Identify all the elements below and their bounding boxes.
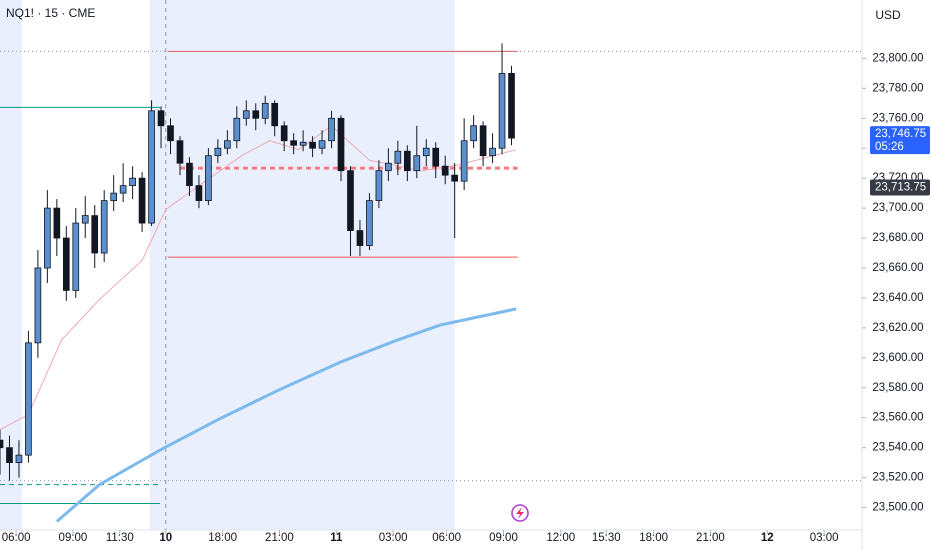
- x-tick-label: 12:00: [546, 532, 575, 544]
- candle-body: [261, 102, 269, 119]
- x-tick-label: 06:00: [2, 532, 31, 544]
- candle-body: [81, 215, 89, 224]
- marker-price-label: 23,713.75: [875, 182, 926, 194]
- candle-body: [233, 117, 241, 142]
- candle-body: [186, 162, 193, 187]
- candle-body: [167, 125, 174, 142]
- candle-body: [195, 185, 203, 202]
- x-tick-label: 11:30: [106, 532, 134, 544]
- candle-body: [148, 110, 155, 224]
- candle-body: [318, 140, 326, 149]
- candle-body: [224, 140, 231, 149]
- candle-body: [129, 177, 136, 187]
- x-tick-label: 09:00: [59, 532, 88, 544]
- candle-body: [271, 102, 279, 127]
- y-tick-label: 23,500.00: [872, 502, 923, 514]
- session-highlight: [0, 0, 22, 530]
- candle-body: [214, 147, 222, 157]
- candle-body: [394, 150, 402, 164]
- y-tick-label: 23,760.00: [872, 112, 923, 124]
- candle-body: [441, 165, 449, 176]
- y-tick-label: 23,700.00: [872, 202, 923, 214]
- candle-body: [34, 267, 42, 344]
- symbol-title: NQ1! · 15 · CME: [6, 6, 95, 20]
- candle-body: [403, 150, 411, 172]
- candle-body: [498, 72, 506, 149]
- last-price-box: [870, 126, 930, 155]
- candle-body: [280, 125, 288, 142]
- candle-body: [413, 155, 421, 172]
- candle-body: [479, 125, 487, 157]
- candle-body: [460, 140, 468, 182]
- session-highlight: [149, 0, 455, 530]
- y-tick-label: 23,520.00: [872, 472, 923, 484]
- candle-body: [157, 110, 165, 127]
- candle-body: [44, 207, 51, 269]
- last-price-label: 23,746.75: [875, 128, 926, 140]
- candle-body: [6, 447, 13, 464]
- candle-body: [119, 185, 127, 194]
- candle-body: [470, 125, 477, 142]
- candle-body: [205, 155, 212, 202]
- x-tick-label: 18:00: [208, 532, 237, 544]
- candle-body: [53, 207, 61, 239]
- x-tick-label: 18:00: [639, 532, 668, 544]
- x-tick-label: 21:00: [696, 532, 725, 544]
- candle-body: [451, 174, 459, 182]
- candle-body: [290, 140, 297, 146]
- candle-body: [100, 200, 108, 254]
- candle-body: [110, 192, 118, 202]
- candle-body: [299, 141, 307, 146]
- candle-body: [309, 141, 316, 149]
- x-tick-label: 03:00: [810, 532, 839, 544]
- candle-body: [508, 72, 515, 139]
- candle-body: [347, 170, 354, 231]
- moving-average: [55, 307, 517, 523]
- candle-body: [0, 439, 4, 449]
- x-tick-label: 10: [159, 532, 172, 544]
- y-tick-label: 23,640.00: [872, 292, 923, 304]
- y-tick-label: 23,600.00: [872, 352, 923, 364]
- candle-body: [328, 117, 335, 142]
- candle-body: [25, 342, 32, 456]
- candle-body: [375, 170, 383, 202]
- candle-body: [252, 110, 260, 119]
- candle-body: [91, 215, 99, 254]
- y-tick-label: 23,660.00: [872, 262, 923, 274]
- candle-body: [138, 177, 146, 224]
- plot-area: [0, 0, 862, 530]
- candle-body: [422, 147, 430, 157]
- candle-body: [62, 237, 70, 291]
- y-tick-label: 23,580.00: [872, 382, 923, 394]
- x-tick-label: 06:00: [432, 532, 461, 544]
- candle-body: [242, 110, 250, 119]
- x-tick-label: 12: [761, 532, 774, 544]
- alert-icon[interactable]: [511, 504, 529, 522]
- marker-price-box: [870, 179, 930, 196]
- candle-body: [366, 200, 373, 246]
- candle-body: [356, 230, 364, 246]
- x-tick-label: 15:30: [592, 532, 621, 544]
- x-tick-label: 11: [330, 532, 343, 544]
- candle-body: [432, 147, 440, 167]
- candle-body: [72, 222, 80, 291]
- y-tick-label: 23,800.00: [872, 52, 923, 64]
- y-tick-label: 23,540.00: [872, 442, 923, 454]
- y-tick-label: 23,560.00: [872, 412, 923, 424]
- x-tick-label: 21:00: [265, 532, 294, 544]
- x-tick-label: 09:00: [489, 532, 518, 544]
- candle-body: [337, 117, 345, 172]
- candle-body: [15, 454, 23, 464]
- y-tick-label: 23,620.00: [872, 322, 923, 334]
- candle-body: [176, 140, 184, 164]
- candle-body: [489, 147, 496, 157]
- candle-body: [385, 162, 392, 172]
- countdown-label: 05:26: [875, 141, 904, 153]
- currency-label[interactable]: USD: [875, 8, 901, 22]
- y-tick-label: 23,780.00: [872, 82, 923, 94]
- x-tick-label: 03:00: [379, 532, 408, 544]
- y-tick-label: 23,680.00: [872, 232, 923, 244]
